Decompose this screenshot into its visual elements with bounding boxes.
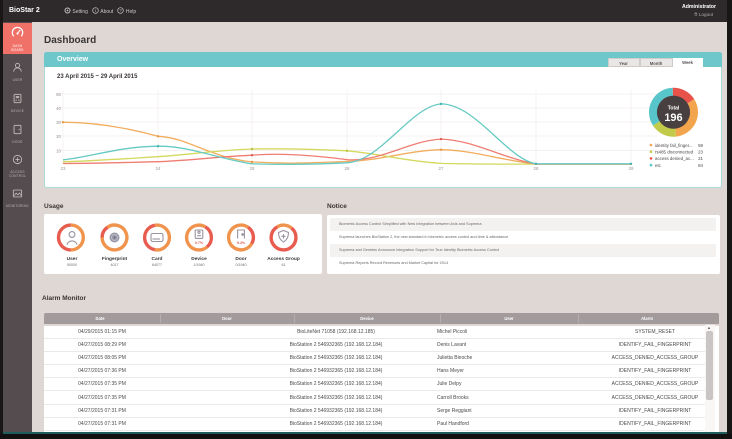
svg-text:i: i	[95, 8, 96, 13]
svg-text:27: 27	[439, 166, 444, 171]
svg-text:10: 10	[56, 148, 61, 153]
svg-text:40: 40	[56, 106, 61, 111]
svg-text:28: 28	[534, 166, 539, 171]
svg-text:59: 59	[698, 143, 703, 148]
svg-text:rs485 disconnected: rs485 disconnected	[655, 150, 694, 155]
svg-text:9.4%: 9.4%	[237, 241, 246, 245]
svg-text:Total: Total	[668, 105, 680, 111]
svg-text:25: 25	[250, 166, 255, 171]
svg-text:30: 30	[56, 120, 61, 125]
svg-text:24: 24	[156, 166, 161, 171]
svg-text:access denied_ac...: access denied_ac...	[655, 156, 694, 161]
svg-text:84: 84	[698, 163, 703, 168]
svg-text:196: 196	[664, 112, 682, 124]
svg-text:identity fail_finger...: identity fail_finger...	[655, 143, 693, 148]
svg-text:20: 20	[56, 134, 61, 139]
svg-text:50: 50	[56, 92, 61, 97]
svg-text:etc: etc	[655, 163, 662, 168]
svg-text:26: 26	[345, 166, 350, 171]
svg-text:23: 23	[698, 150, 703, 155]
svg-text:29: 29	[629, 166, 634, 171]
svg-text:21: 21	[698, 156, 703, 161]
svg-text:23: 23	[61, 166, 66, 171]
svg-text:0.7%: 0.7%	[195, 241, 204, 245]
svg-text:?: ?	[120, 8, 123, 13]
